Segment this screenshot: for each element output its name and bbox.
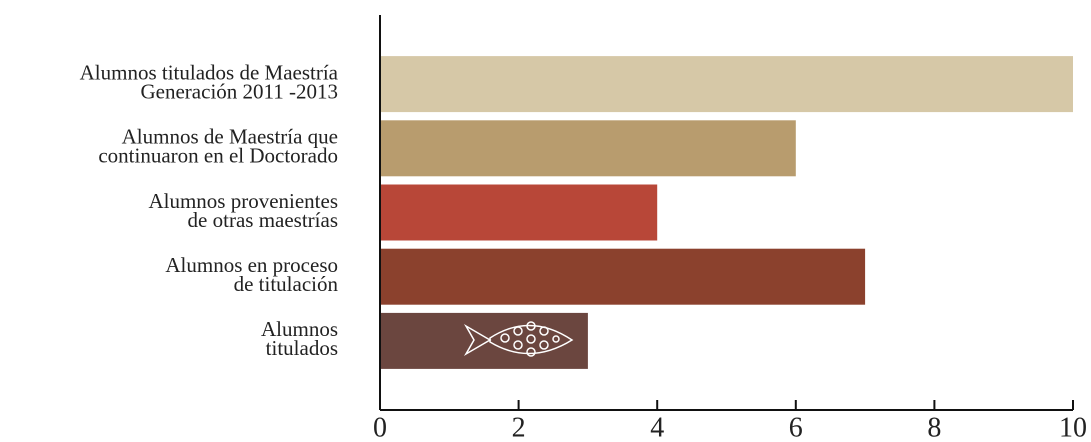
bar <box>380 184 658 241</box>
bar <box>380 120 796 177</box>
bar <box>380 312 588 369</box>
x-tick-label: 0 <box>373 412 387 442</box>
category-label: Alumnos <box>261 317 338 341</box>
fish-icon <box>463 321 574 357</box>
x-tick-label: 2 <box>512 412 526 442</box>
category-label: Alumnos provenientes <box>148 189 338 213</box>
category-label: titulados <box>266 336 338 360</box>
category-label: Generación 2011 -2013 <box>141 79 339 103</box>
category-label: Alumnos en proceso <box>165 253 338 277</box>
category-label: Alumnos titulados de Maestría <box>80 60 339 84</box>
bar <box>380 248 866 305</box>
x-tick-label: 10 <box>1059 412 1087 442</box>
x-tick-label: 6 <box>789 412 803 442</box>
category-label: Alumnos de Maestría que <box>122 125 338 149</box>
x-tick-label: 4 <box>650 412 664 442</box>
category-label: continuaron en el Doctorado <box>98 144 338 168</box>
bar <box>380 56 1073 113</box>
category-label: de titulación <box>234 272 339 296</box>
category-label: de otras maestrías <box>188 208 338 232</box>
x-tick-label: 8 <box>927 412 941 442</box>
